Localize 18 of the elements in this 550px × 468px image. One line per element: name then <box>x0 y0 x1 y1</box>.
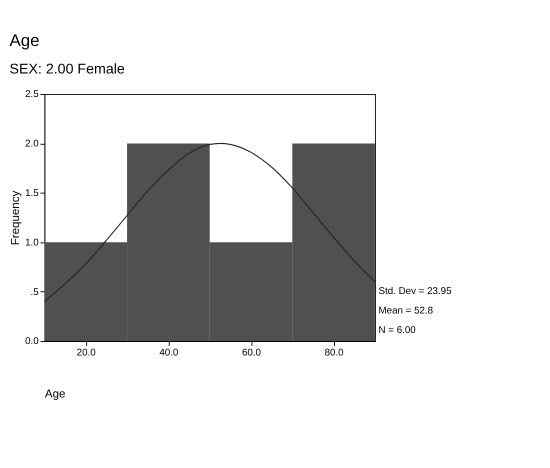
y-tick-label: 1.5 <box>25 188 40 199</box>
x-tick-label: 60.0 <box>242 348 262 359</box>
x-axis-title: Age <box>44 388 66 400</box>
text: Std. Dev = 23.95 <box>378 286 452 297</box>
y-tick-label: 2.5 <box>25 89 40 100</box>
x-tick-label: 40.0 <box>159 348 179 359</box>
y-tick-label: 2.0 <box>25 138 40 150</box>
y-tick-label: 0.0 <box>25 336 40 348</box>
line-series <box>44 142 376 302</box>
y-tick-label: .5 <box>30 286 40 298</box>
y-axis-title: Frequency <box>10 190 22 246</box>
chart-title: Age <box>10 31 40 50</box>
text: N = 6.00 <box>378 325 416 336</box>
x-tick-label: 20.0 <box>76 348 96 359</box>
text: Mean = 52.8 <box>378 306 434 317</box>
y-tick-label: 1.0 <box>25 237 40 248</box>
x-tick-label: 80.0 <box>324 348 344 359</box>
chart-subtitle: SEX: 2.00 Female <box>10 62 125 78</box>
